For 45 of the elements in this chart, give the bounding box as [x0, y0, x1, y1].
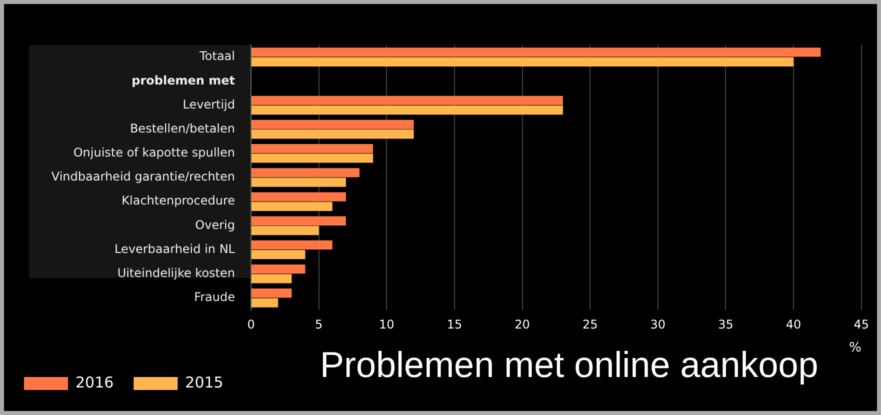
bar — [252, 264, 306, 274]
bar — [252, 105, 563, 115]
x-tick-label: 5 — [315, 317, 323, 332]
bar — [252, 144, 374, 154]
x-tick-label: 40 — [786, 317, 802, 332]
bar — [252, 130, 414, 139]
x-tick-label: 10 — [378, 317, 394, 332]
x-tick-label: 35 — [718, 317, 734, 332]
y-tick-label: Klachtenprocedure — [122, 194, 235, 208]
bar — [252, 168, 360, 178]
bar — [252, 154, 374, 163]
bar — [252, 57, 794, 66]
bar — [252, 216, 346, 226]
x-tick-label: 20 — [514, 317, 530, 332]
x-tick-label: 0 — [247, 317, 255, 332]
y-tick-label: Totaal — [198, 49, 235, 64]
bar — [252, 226, 319, 236]
y-tick-label: problemen met — [132, 73, 236, 88]
bar — [252, 288, 292, 298]
y-tick-label: Vindbaarheid garantie/rechten — [51, 170, 235, 184]
y-tick-label: Bestellen/betalen — [130, 121, 235, 136]
y-tick-label: Overig — [195, 218, 235, 232]
y-tick-label: Uiteindelijke kosten — [117, 266, 235, 280]
bar — [252, 178, 346, 187]
bar — [252, 240, 332, 250]
y-tick-label: Onjuiste of kapotte spullen — [73, 146, 235, 160]
bar — [252, 120, 414, 130]
y-tick-label: Levertijd — [182, 97, 235, 112]
bar — [252, 48, 821, 57]
x-tick-label: 45 — [854, 317, 870, 332]
x-axis-title: % — [849, 340, 862, 356]
text: Problemen met online aankoop — [320, 344, 818, 386]
bar — [252, 96, 563, 105]
y-tick-label: Fraude — [194, 290, 235, 304]
x-tick-label: 30 — [650, 317, 666, 332]
legend-label: 2015 — [185, 373, 224, 392]
bar — [252, 192, 346, 202]
bar — [252, 298, 278, 308]
bar — [252, 274, 292, 284]
bar — [252, 250, 306, 260]
x-tick-label: 25 — [582, 317, 598, 332]
bar — [252, 202, 332, 211]
legend-label: 2016 — [76, 373, 114, 392]
y-tick-label: Leverbaarheid in NL — [114, 242, 236, 256]
x-tick-label: 15 — [446, 317, 462, 332]
